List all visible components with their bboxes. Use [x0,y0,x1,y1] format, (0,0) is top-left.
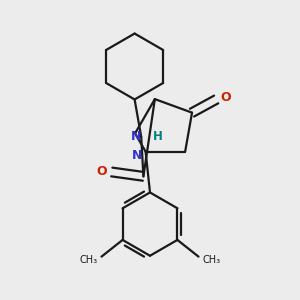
Text: N: N [132,149,142,163]
Text: CH₃: CH₃ [80,255,98,265]
Text: CH₃: CH₃ [202,255,220,265]
Text: O: O [220,91,231,104]
Text: N: N [131,130,141,143]
Text: O: O [97,166,107,178]
Text: H: H [153,130,163,143]
